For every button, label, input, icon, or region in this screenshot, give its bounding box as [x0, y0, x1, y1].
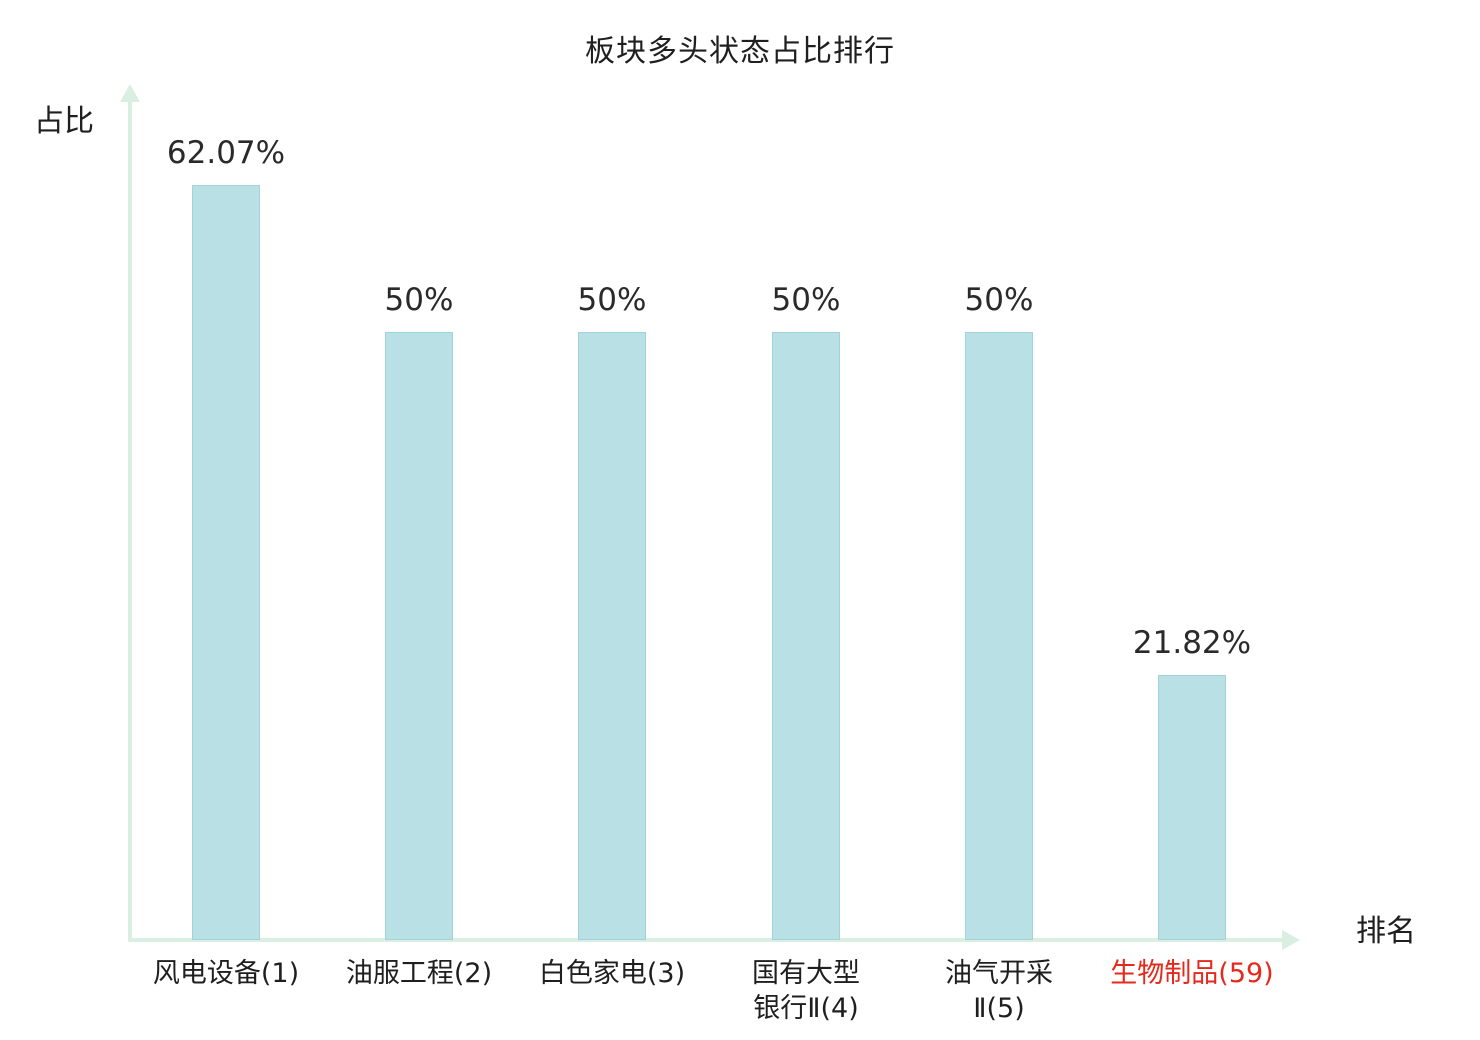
bar-value-label: 50% [577, 282, 647, 318]
x-axis-line [128, 938, 1286, 942]
bar [578, 332, 646, 940]
bar-value-label: 50% [964, 282, 1034, 318]
bar-value-label: 50% [384, 282, 454, 318]
bar-value-label: 50% [771, 282, 841, 318]
bar [385, 332, 453, 940]
y-axis-arrow-icon [120, 84, 140, 102]
bar-category-label: 生物制品(59) [1110, 958, 1274, 989]
bar [192, 185, 260, 940]
bar-value-label: 21.82% [1132, 625, 1252, 661]
bar [772, 332, 840, 940]
bar-category-label: 白色家电(3) [538, 958, 686, 989]
bar-category-label: 风电设备(1) [152, 958, 300, 989]
y-axis-label: 占比 [34, 104, 94, 139]
bar [1158, 675, 1226, 940]
x-axis-label: 排名 [1356, 914, 1416, 949]
bar-category-label: 国有大型 银行Ⅱ(4) [752, 958, 860, 1025]
x-axis-arrow-icon [1282, 930, 1300, 950]
y-axis-line [128, 100, 132, 942]
bar-value-label: 62.07% [166, 135, 286, 171]
bar-category-label: 油气开采 Ⅱ(5) [945, 958, 1053, 1025]
bar-category-label: 油服工程(2) [345, 958, 493, 989]
bar [965, 332, 1033, 940]
chart-title: 板块多头状态占比排行 [585, 34, 895, 69]
